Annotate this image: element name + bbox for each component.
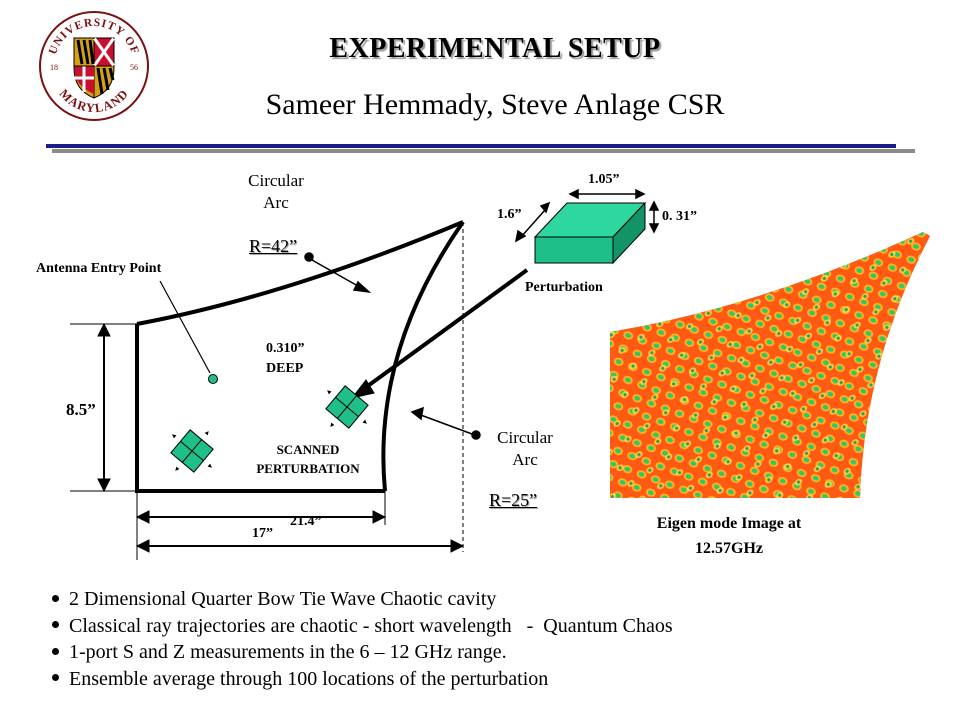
width-dimension-outer (135, 539, 465, 553)
bullet-item: 1-port S and Z measurements in the 6 – 1… (52, 639, 673, 666)
block-dim-left: 1.6” (497, 207, 522, 222)
antenna-pointer (159, 280, 218, 384)
shield-icon (73, 37, 115, 99)
header-rule-shadow (52, 149, 915, 153)
width-outer-label: 21.4” (290, 514, 322, 529)
perturbation-arrow (350, 268, 529, 399)
block-dim-right: 0. 31” (662, 209, 697, 224)
arc-right-radius: R=25” (489, 490, 538, 510)
height-dimension (70, 322, 137, 493)
eigen-caption: Eigen mode Image at 12.57GHz (656, 515, 802, 557)
arc-top-radius: R=42” (249, 236, 298, 256)
arc-right-pointer (410, 406, 481, 440)
block-dimensions (514, 188, 660, 243)
perturbation-block (533, 201, 647, 265)
height-label: 8.5” (66, 400, 96, 419)
page-title: EXPERIMENTAL SETUP (329, 33, 661, 64)
bullet-list: 2 Dimensional Quarter Bow Tie Wave Chaot… (52, 586, 673, 692)
bullet-icon (52, 647, 59, 655)
depth-label: 0.310” DEEP (266, 341, 305, 376)
page-subtitle: Sameer Hemmady, Steve Anlage CSR (265, 88, 725, 121)
bullet-icon (52, 621, 59, 629)
width-dimension-inner (135, 491, 387, 560)
scanned-perturbation-label: SCANNED PERTURBATION (256, 442, 360, 476)
bullet-item: Classical ray trajectories are chaotic -… (52, 613, 673, 640)
width-inner-label: 17” (252, 526, 273, 541)
arc-top-label: Circular Arc (248, 171, 304, 212)
header-rule (46, 144, 896, 148)
logo-year-right: 56 (130, 63, 138, 72)
university-logo: UNIVERSITY OF MARYLAND 18 56 (38, 10, 150, 122)
scanned-perturbation-2 (170, 429, 214, 473)
scanned-perturbation-1 (325, 385, 369, 429)
arc-top-pointer (304, 252, 372, 294)
eigenmode-image (610, 232, 930, 498)
bullet-icon (52, 674, 59, 682)
perturbation-label: Perturbation (525, 280, 603, 295)
arc-right-label: Circular Arc (497, 428, 553, 469)
block-dim-top: 1.05” (588, 172, 620, 187)
bullet-item: Ensemble average through 100 locations o… (52, 666, 673, 693)
bullet-item: 2 Dimensional Quarter Bow Tie Wave Chaot… (52, 586, 673, 613)
antenna-label: Antenna Entry Point (36, 261, 162, 276)
bullet-icon (52, 594, 59, 602)
logo-year-left: 18 (50, 63, 58, 72)
